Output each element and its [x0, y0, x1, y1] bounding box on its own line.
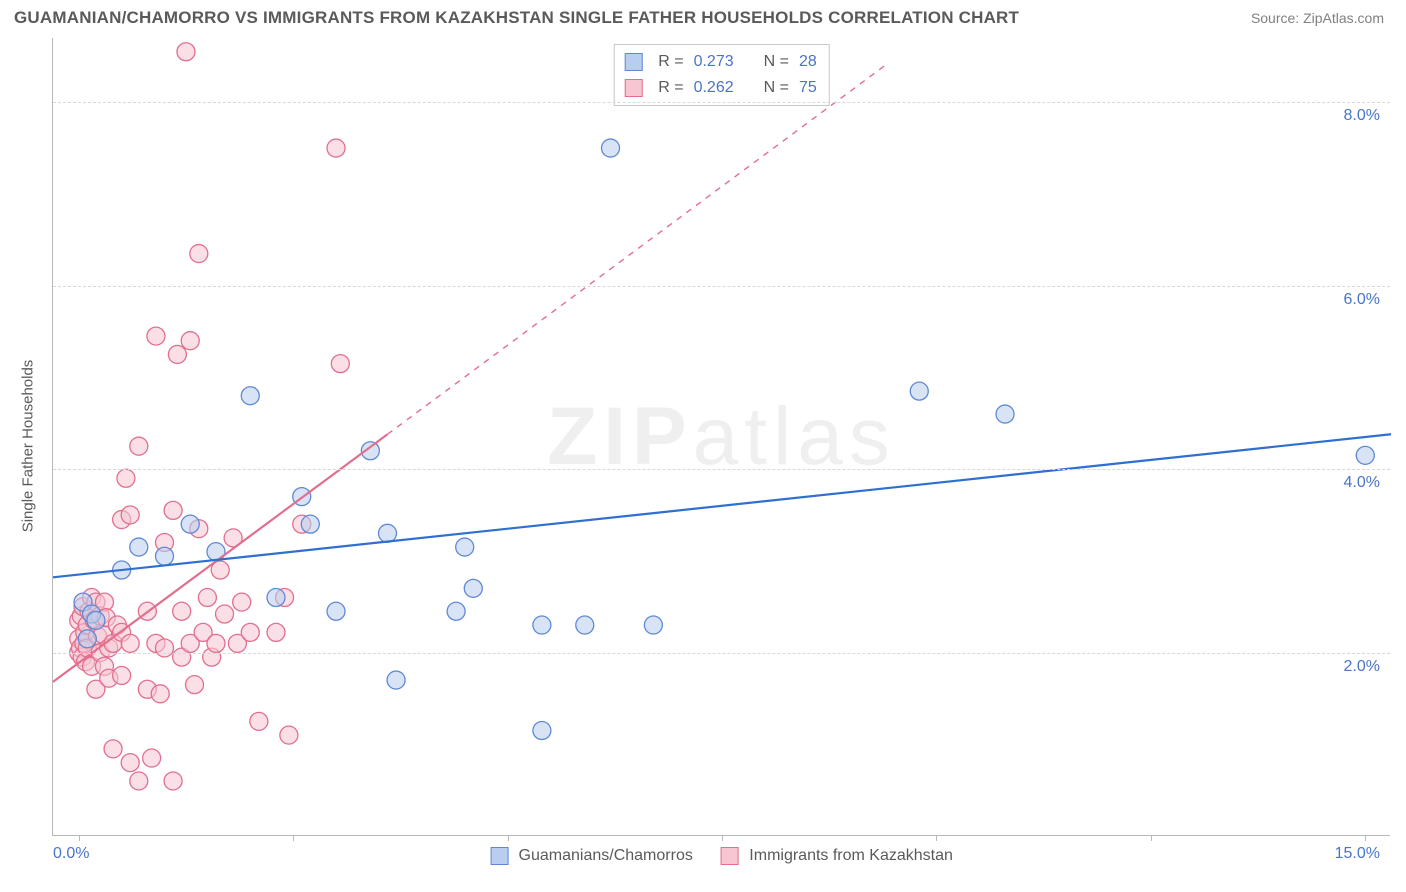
- gridline: [53, 102, 1390, 103]
- swatch-pink-icon: [721, 847, 739, 865]
- legend-stats-row-pink: R = 0.262 N = 75: [624, 75, 817, 101]
- n-label: N =: [764, 75, 789, 101]
- y-axis-title: Single Father Households: [20, 360, 37, 533]
- swatch-blue-icon: [624, 53, 642, 71]
- x-tick-mark: [1151, 835, 1152, 841]
- n-label: N =: [764, 49, 789, 75]
- x-tick-mark: [293, 835, 294, 841]
- legend-series: Guamanians/Chamorros Immigrants from Kaz…: [490, 847, 953, 865]
- swatch-pink-icon: [624, 79, 642, 97]
- chart-title: GUAMANIAN/CHAMORRO VS IMMIGRANTS FROM KA…: [14, 8, 1019, 28]
- x-tick-max: 15.0%: [1335, 845, 1380, 863]
- y-tick-label: 4.0%: [1344, 474, 1380, 492]
- plot-area: ZIPatlas R = 0.273 N = 28 R = 0.262 N = …: [52, 38, 1390, 836]
- r-label: R =: [658, 49, 683, 75]
- source-label: Source: ZipAtlas.com: [1251, 10, 1384, 26]
- series-label: Guamanians/Chamorros: [519, 847, 693, 864]
- r-label: R =: [658, 75, 683, 101]
- chart-svg: [53, 38, 1390, 835]
- gridline: [53, 653, 1390, 654]
- legend-stats: R = 0.273 N = 28 R = 0.262 N = 75: [613, 44, 830, 106]
- legend-stats-row-blue: R = 0.273 N = 28: [624, 49, 817, 75]
- legend-item-blue: Guamanians/Chamorros: [490, 847, 693, 865]
- n-value: 28: [799, 49, 817, 75]
- swatch-blue-icon: [490, 847, 508, 865]
- y-tick-label: 8.0%: [1344, 107, 1380, 125]
- y-tick-label: 6.0%: [1344, 291, 1380, 309]
- legend-item-pink: Immigrants from Kazakhstan: [721, 847, 953, 865]
- series-label: Immigrants from Kazakhstan: [749, 847, 953, 864]
- y-tick-label: 2.0%: [1344, 658, 1380, 676]
- x-tick-mark: [722, 835, 723, 841]
- gridline: [53, 286, 1390, 287]
- gridline: [53, 469, 1390, 470]
- x-tick-mark: [936, 835, 937, 841]
- n-value: 75: [799, 75, 817, 101]
- x-tick-mark: [79, 835, 80, 841]
- x-tick-mark: [508, 835, 509, 841]
- r-value: 0.262: [694, 75, 734, 101]
- r-value: 0.273: [694, 49, 734, 75]
- x-tick-min: 0.0%: [53, 845, 89, 863]
- x-tick-mark: [1365, 835, 1366, 841]
